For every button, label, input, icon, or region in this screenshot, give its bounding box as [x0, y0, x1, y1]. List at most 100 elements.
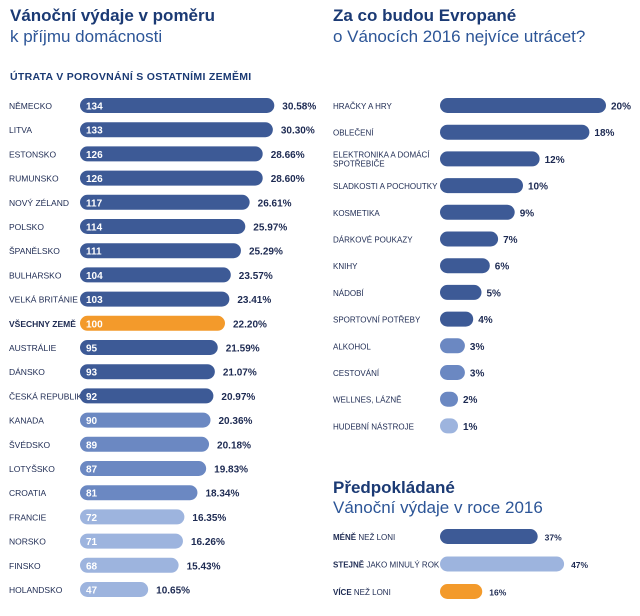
category-bar: [440, 258, 490, 274]
country-label: NORSKO: [9, 537, 46, 547]
category-bar: [440, 178, 523, 194]
expected-label-rest: NEŽ LONI: [352, 588, 391, 597]
expected-label: VÍCE NEŽ LONI: [333, 588, 391, 597]
expected-label-bold: STEJNĚ: [333, 561, 365, 570]
country-index-label: 133: [86, 126, 103, 137]
country-label: LITVA: [9, 125, 32, 135]
country-index-label: 81: [86, 489, 98, 500]
expected-value-label: 16%: [489, 588, 506, 598]
country-index-label: 117: [86, 198, 103, 209]
country-bar: [80, 194, 250, 210]
category-value-label: 7%: [503, 235, 518, 246]
category-bar: [440, 284, 482, 300]
country-label: AUSTRÁLIE: [9, 343, 57, 353]
category-value-label: 6%: [495, 262, 510, 273]
country-bar: [80, 509, 185, 525]
country-percent-label: 20.97%: [221, 392, 255, 403]
category-label-cont: SPOTŘEBIČE: [333, 159, 385, 168]
category-bar: [440, 365, 465, 380]
country-bar: [80, 412, 211, 428]
country-percent-label: 19.83%: [214, 465, 248, 476]
country-bar: [80, 364, 215, 380]
left-chart-title: Vánoční výdaje v poměru: [10, 6, 216, 25]
expected-label: MÉNĚ NEŽ LONI: [333, 533, 395, 542]
category-label: SPORTOVNÍ POTŘEBY: [333, 316, 421, 325]
country-label: RUMUNSKO: [9, 174, 59, 184]
country-label: HOLANDSKO: [9, 585, 63, 595]
country-bar: [80, 243, 241, 259]
country-index-label: 89: [86, 440, 98, 451]
category-label: KNIHY: [333, 262, 358, 271]
country-label: CROATIA: [9, 488, 46, 498]
country-index-label: 103: [86, 295, 103, 306]
country-percent-label: 23.57%: [239, 271, 273, 282]
country-bar: [80, 170, 263, 186]
category-value-label: 2%: [463, 395, 478, 406]
country-percent-label: 16.26%: [191, 537, 225, 548]
country-bar: [80, 98, 275, 113]
country-bar: [80, 267, 231, 283]
category-label: HRAČKY A HRY: [333, 102, 393, 111]
expected-label-bold: VÍCE: [333, 588, 352, 597]
expected-bar: [440, 556, 565, 572]
country-index-label: 111: [86, 247, 102, 258]
category-value-label: 18%: [594, 128, 614, 139]
country-index-label: 47: [86, 586, 98, 597]
country-percent-label: 23.41%: [237, 295, 271, 306]
country-index-label: 71: [86, 537, 98, 548]
expected-label-bold: MÉNĚ: [333, 533, 357, 542]
category-value-label: 10%: [528, 182, 548, 193]
category-label: CESTOVÁNÍ: [333, 369, 380, 378]
category-label: NÁDOBÍ: [333, 289, 364, 298]
country-label: NĚMECKO: [9, 101, 52, 111]
right-chart-title: Za co budou Evropané: [333, 6, 517, 25]
category-value-label: 1%: [463, 422, 478, 433]
country-percent-label: 25.97%: [253, 223, 287, 234]
country-label: FINSKO: [9, 561, 41, 571]
category-bar: [440, 124, 590, 140]
country-index-label: 72: [86, 513, 98, 524]
country-label: BULHARSKO: [9, 270, 62, 280]
category-bar: [440, 338, 465, 354]
category-label: KOSMETIKA: [333, 209, 380, 218]
category-bar: [440, 204, 515, 220]
category-bar: [440, 151, 540, 167]
country-bar: [80, 485, 198, 501]
right-chart-subtitle: o Vánocích 2016 nejvíce utrácet?: [333, 27, 586, 46]
country-percent-label: 21.07%: [223, 368, 257, 379]
country-bar: [80, 219, 246, 234]
country-bar: [80, 461, 207, 476]
category-label: WELLNES, LÁZNĚ: [333, 396, 401, 405]
spending-chart-subtitle: Vánoční výdaje v roce 2016: [333, 498, 543, 517]
country-percent-label: 30.30%: [281, 126, 315, 137]
country-percent-label: 20.18%: [217, 440, 251, 451]
category-bar: [440, 391, 458, 407]
country-index-label: 126: [86, 174, 103, 185]
country-index-label: 93: [86, 368, 98, 379]
country-bar: [80, 582, 149, 597]
country-percent-label: 20.36%: [219, 416, 253, 427]
category-label: ELEKTRONIKA A DOMÁCÍ: [333, 150, 430, 159]
expected-value-label: 47%: [571, 560, 588, 570]
country-label: ŠVÉDSKO: [9, 440, 50, 450]
country-index-label: 114: [86, 223, 103, 234]
category-label: HUDEBNÍ NÁSTROJE: [333, 422, 414, 431]
country-label: NOVÝ ZÉLAND: [9, 198, 69, 208]
country-label: POLSKO: [9, 222, 44, 232]
expected-value-label: 37%: [545, 533, 562, 543]
country-index-label: 92: [86, 392, 98, 403]
country-percent-label: 15.43%: [187, 561, 221, 572]
country-label: VELKÁ BRITÁNIE: [9, 295, 78, 305]
category-value-label: 12%: [545, 155, 565, 166]
expected-label-rest: JAKO MINULÝ ROK: [364, 561, 440, 570]
country-label: VŠECHNY ZEMĚ: [9, 318, 76, 329]
category-bar: [440, 418, 458, 434]
country-index-label: 68: [86, 561, 98, 572]
category-value-label: 3%: [470, 342, 485, 353]
category-label: ALKOHOL: [333, 342, 371, 351]
category-bar: [440, 98, 606, 113]
country-percent-label: 30.58%: [282, 102, 316, 113]
